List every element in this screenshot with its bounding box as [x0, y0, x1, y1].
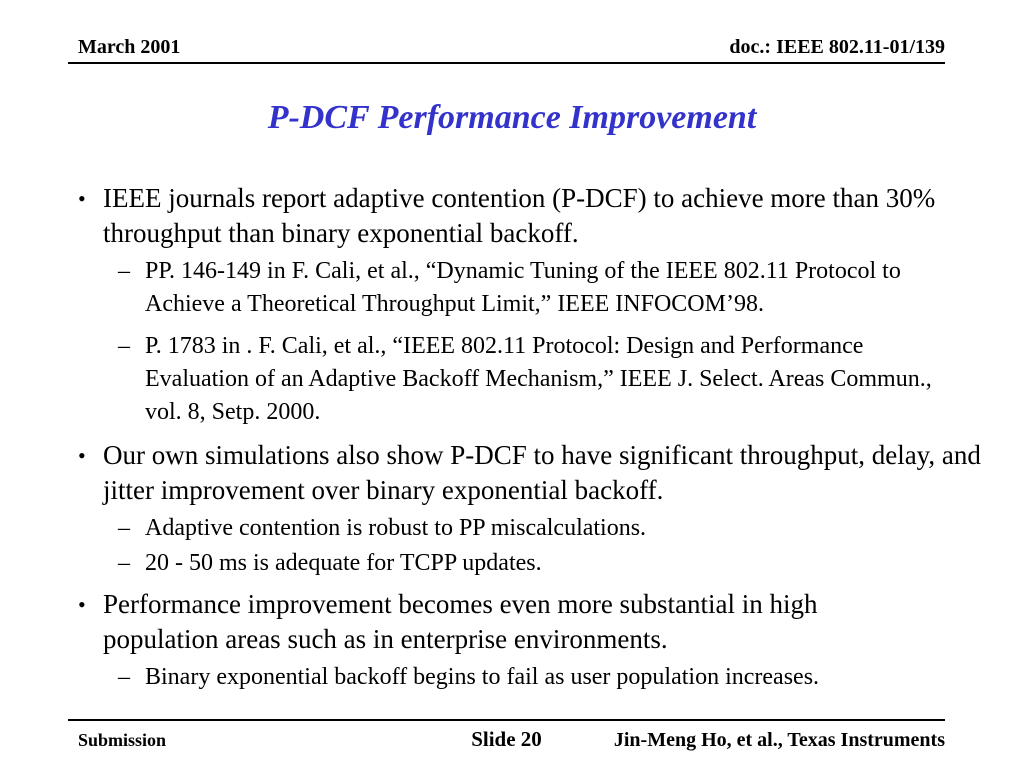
sub-bullet-item-2-2: – 20 - 50 ms is adequate for TCPP update… [118, 547, 984, 580]
bullet-marker: • [78, 186, 86, 211]
sub-bullet-item-1-1: – PP. 146-149 in F. Cali, et al., “Dynam… [118, 255, 984, 321]
sub-bullet-item-2-1: – Adaptive contention is robust to PP mi… [118, 512, 984, 545]
slide-body: • IEEE journals report adaptive contenti… [78, 181, 984, 694]
sub-bullet-text: 20 - 50 ms is adequate for TCPP updates. [145, 550, 542, 576]
footer-author: Jin-Meng Ho, et al., Texas Instruments [613, 729, 945, 751]
bullet-text: IEEE journals report adaptive contention… [103, 183, 936, 248]
bullet-marker: • [78, 592, 86, 617]
dash-marker: – [118, 550, 130, 576]
dash-marker: – [118, 333, 130, 359]
header-date: March 2001 [78, 36, 181, 58]
bullet-marker: • [78, 443, 86, 468]
bullet-text: Performance improvement becomes even mor… [103, 589, 818, 654]
slide-footer: Submission Slide 20 Jin-Meng Ho, et al.,… [68, 719, 945, 752]
footer-submission-label: Submission [78, 730, 167, 750]
footer-slide-number: Slide 20 [471, 727, 542, 751]
bullet-text: Our own simulations also show P-DCF to h… [103, 440, 981, 505]
page-title: P-DCF Performance Improvement [267, 99, 757, 136]
dash-marker: – [118, 515, 130, 541]
sub-bullet-item-3-1: – Binary exponential backoff begins to f… [118, 661, 984, 694]
sub-bullet-text: Adaptive contention is robust to PP misc… [145, 515, 647, 541]
bullet-item-1: • IEEE journals report adaptive contenti… [78, 181, 984, 251]
bullet-item-2: • Our own simulations also show P-DCF to… [78, 438, 984, 508]
dash-marker: – [118, 664, 130, 690]
slide-header: March 2001 doc.: IEEE 802.11-01/139 [68, 0, 945, 64]
sub-bullet-text: Binary exponential backoff begins to fai… [145, 664, 820, 690]
header-doc-number: doc.: IEEE 802.11-01/139 [729, 36, 945, 58]
dash-marker: – [118, 258, 130, 284]
bullet-item-3: • Performance improvement becomes even m… [78, 587, 984, 657]
sub-bullet-item-1-2: – P. 1783 in . F. Cali, et al., “IEEE 80… [118, 330, 984, 429]
sub-bullet-text: PP. 146-149 in F. Cali, et al., “Dynamic… [145, 258, 901, 317]
sub-bullet-text: P. 1783 in . F. Cali, et al., “IEEE 802.… [145, 333, 932, 425]
